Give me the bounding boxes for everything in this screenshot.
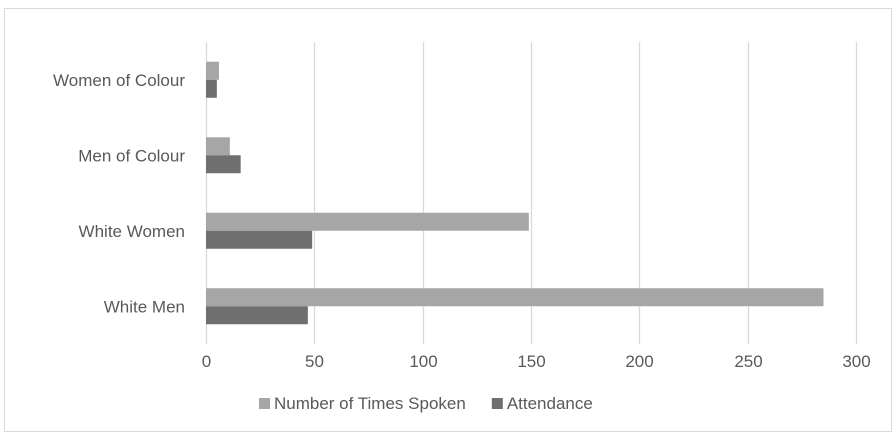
bar-number-of-times-spoken-white-men [206,288,824,307]
bar-attendance-white-men [206,306,308,325]
gridlines [205,42,858,344]
x-tick-label-0: 0 [202,352,211,371]
bar-attendance-white-women [206,230,313,249]
bars [206,61,824,325]
category-label-white-women: White Women [79,222,185,241]
category-label-women-of-colour: Women of Colour [53,71,185,90]
legend-swatch-attendance [491,398,503,409]
bar-number-of-times-spoken-women-of-colour [206,61,219,80]
bar-attendance-men-of-colour [206,155,241,174]
category-label-white-men: White Men [104,297,185,316]
bar-attendance-women-of-colour [206,79,217,98]
bar-number-of-times-spoken-white-women [206,212,529,231]
x-axis-ticks: 0 50 100 150 200 250 300 [202,352,871,371]
x-tick-label-50: 50 [305,352,324,371]
legend-label-attendance: Attendance [507,394,593,413]
x-tick-label-300: 300 [842,352,870,371]
x-tick-label-200: 200 [625,352,653,371]
legend-swatch-number-of-times-spoken [259,398,270,409]
category-label-men-of-colour: Men of Colour [78,146,185,165]
legend-label-number-of-times-spoken: Number of Times Spoken [274,394,466,413]
x-tick-label-100: 100 [409,352,437,371]
x-tick-label-150: 150 [517,352,545,371]
chart-frame: 0 50 100 150 200 250 300 Women of Colour Men of… [4,8,892,432]
bar-number-of-times-spoken-men-of-colour [206,137,230,156]
category-labels: Women of Colour Men of Colour White Women W… [53,71,185,317]
bar-chart: 0 50 100 150 200 250 300 Women of Colour Men of… [53,42,871,413]
x-tick-label-250: 250 [734,352,762,371]
legend: Number of Times Spoken Attendance [259,394,593,413]
